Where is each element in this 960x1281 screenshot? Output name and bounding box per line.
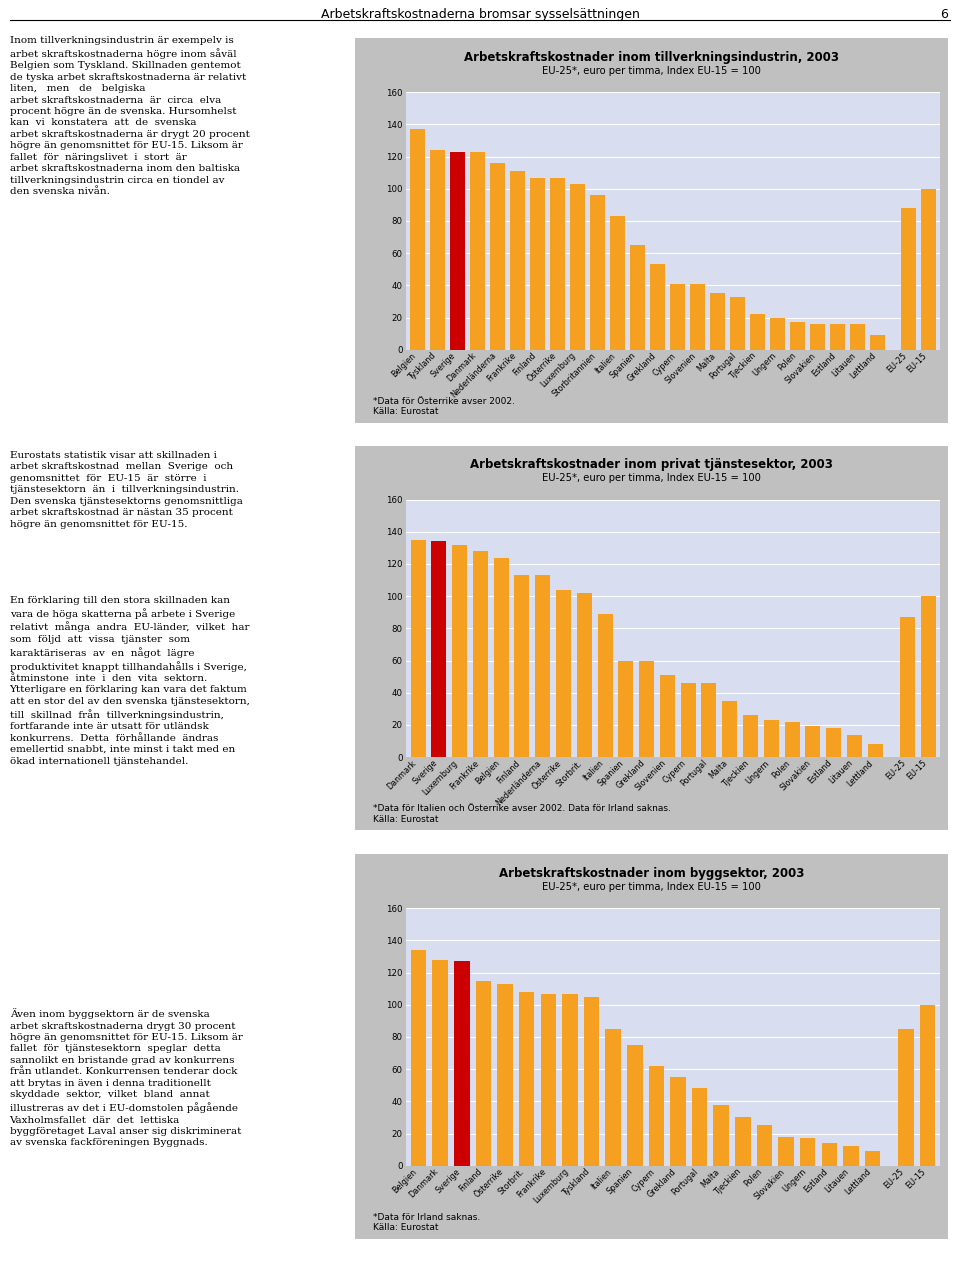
Text: Även inom byggsektorn är de svenska
arbet skraftskostnaderna drygt 30 procent
hö: Även inom byggsektorn är de svenska arbe… [10, 1008, 243, 1148]
Bar [493, 557, 509, 757]
Text: *Data för Italien och Österrike avser 2002. Data för Irland saknas.: *Data för Italien och Österrike avser 20… [373, 804, 671, 813]
Bar [735, 1117, 751, 1166]
Text: Källa: Eurostat: Källa: Eurostat [373, 1223, 439, 1232]
Bar [871, 336, 885, 350]
Text: Arbetskraftskostnaderna bromsar sysselsättningen: Arbetskraftskostnaderna bromsar sysselsä… [321, 8, 639, 22]
FancyBboxPatch shape [349, 851, 954, 1243]
Bar [784, 721, 800, 757]
Bar [651, 264, 665, 350]
Bar [584, 997, 599, 1166]
Bar [843, 1146, 859, 1166]
Bar [690, 283, 705, 350]
Text: Inom tillverkningsindustrin är exempelv is
arbet skraftskostnaderna högre inom s: Inom tillverkningsindustrin är exempelv … [10, 36, 250, 196]
Bar [922, 188, 936, 350]
Bar [606, 1029, 621, 1166]
Bar [570, 184, 585, 350]
Bar [670, 1077, 685, 1166]
Text: EU-25*, euro per timma, Index EU-15 = 100: EU-25*, euro per timma, Index EU-15 = 10… [542, 883, 761, 892]
Bar [536, 575, 550, 757]
Bar [702, 683, 716, 757]
Bar [475, 981, 492, 1166]
Bar [822, 1143, 837, 1166]
Bar [731, 297, 745, 350]
Bar [900, 617, 915, 757]
Bar [611, 216, 625, 350]
Bar [511, 172, 525, 350]
Bar [681, 683, 696, 757]
Bar [743, 715, 758, 757]
Bar [411, 539, 425, 757]
Text: Källa: Eurostat: Källa: Eurostat [373, 815, 439, 824]
Bar [639, 661, 654, 757]
Bar [519, 991, 535, 1166]
Text: *Data för Irland saknas.: *Data för Irland saknas. [373, 1213, 480, 1222]
Text: Källa: Eurostat: Källa: Eurostat [373, 407, 439, 416]
FancyBboxPatch shape [349, 35, 954, 427]
Bar [805, 726, 821, 757]
Bar [411, 951, 426, 1166]
Bar [452, 544, 468, 757]
Bar [920, 1004, 935, 1166]
Bar [590, 195, 605, 350]
Bar [627, 1045, 642, 1166]
Bar [810, 324, 825, 350]
Bar [764, 720, 779, 757]
Text: Arbetskraftskostnader inom privat tjänstesektor, 2003: Arbetskraftskostnader inom privat tjänst… [470, 459, 833, 471]
Bar [649, 1066, 664, 1166]
Bar [450, 151, 465, 350]
Text: Arbetskraftskostnader inom byggsektor, 2003: Arbetskraftskostnader inom byggsektor, 2… [499, 867, 804, 880]
Bar [868, 744, 882, 757]
Bar [827, 728, 841, 757]
Text: Arbetskraftskostnader inom tillverkningsindustrin, 2003: Arbetskraftskostnader inom tillverknings… [465, 51, 839, 64]
Bar [713, 1104, 729, 1166]
Bar [550, 178, 564, 350]
Bar [756, 1126, 772, 1166]
Bar [563, 994, 578, 1166]
Bar [631, 245, 645, 350]
FancyBboxPatch shape [349, 442, 954, 834]
Bar [901, 208, 916, 350]
Text: *Data för Österrike avser 2002.: *Data för Österrike avser 2002. [373, 397, 515, 406]
Bar [899, 1029, 914, 1166]
Bar [470, 151, 485, 350]
Bar [722, 701, 737, 757]
Bar [751, 314, 765, 350]
Bar [556, 589, 571, 757]
Bar [847, 734, 862, 757]
Bar [660, 675, 675, 757]
Bar [779, 1136, 794, 1166]
Bar [865, 1152, 880, 1166]
Bar [921, 596, 936, 757]
Bar [515, 575, 530, 757]
Text: EU-25*, euro per timma, Index EU-15 = 100: EU-25*, euro per timma, Index EU-15 = 10… [542, 67, 761, 76]
Bar [851, 324, 865, 350]
Bar [770, 318, 784, 350]
Bar [411, 129, 425, 350]
Bar [800, 1139, 815, 1166]
Bar [670, 283, 684, 350]
Text: En förklaring till den stora skillnaden kan
vara de höga skatterna på arbete i S: En förklaring till den stora skillnaden … [10, 596, 250, 766]
Bar [431, 542, 446, 757]
Bar [598, 614, 612, 757]
Text: 6: 6 [941, 8, 948, 22]
Bar [491, 163, 505, 350]
Text: Eurostats statistik visar att skillnaden i
arbet skraftskostnad  mellan  Sverige: Eurostats statistik visar att skillnaden… [10, 451, 243, 529]
Bar [454, 961, 469, 1166]
Bar [430, 150, 444, 350]
Bar [473, 551, 488, 757]
Text: EU-25*, euro per timma, Index EU-15 = 100: EU-25*, euro per timma, Index EU-15 = 10… [542, 474, 761, 483]
Bar [710, 293, 725, 350]
Bar [790, 323, 804, 350]
Bar [577, 593, 591, 757]
Bar [540, 994, 556, 1166]
Bar [432, 959, 448, 1166]
Bar [618, 661, 634, 757]
Bar [692, 1089, 708, 1166]
Bar [497, 984, 513, 1166]
Bar [830, 324, 845, 350]
Bar [531, 178, 545, 350]
